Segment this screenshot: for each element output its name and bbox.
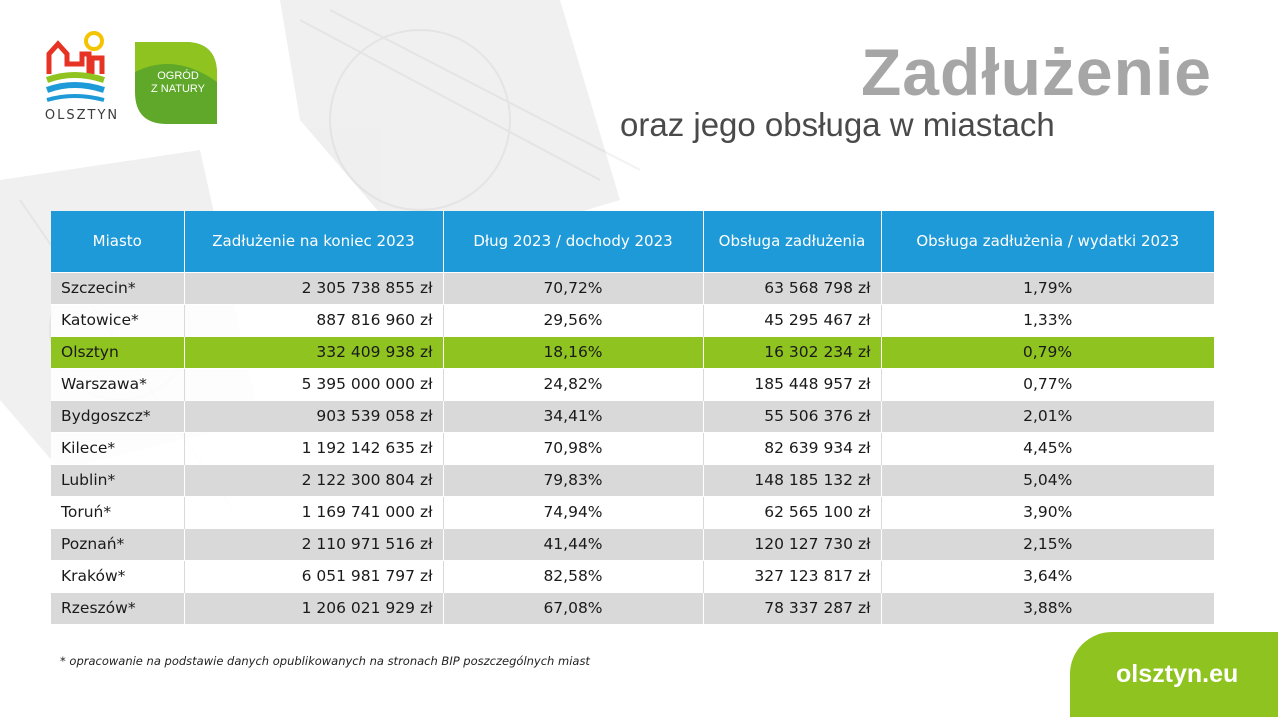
cell-service-ratio: 2,01% xyxy=(881,399,1214,432)
cell-debt-ratio: 82,58% xyxy=(443,559,704,592)
cell-debt-service: 62 565 100 zł xyxy=(703,495,882,528)
cell-city: Bydgoszcz* xyxy=(51,399,185,432)
cell-city: Kraków* xyxy=(51,559,185,592)
column-header-debt-ratio: Dług 2023 / dochody 2023 xyxy=(443,211,704,272)
cell-service-ratio: 5,04% xyxy=(881,463,1214,496)
table-row: Olsztyn 332 409 938 zł 18,16% 16 302 234 zł… xyxy=(51,335,1215,368)
site-badge: olsztyn.eu xyxy=(1070,632,1278,717)
cell-city: Olsztyn xyxy=(51,335,185,368)
cell-debt-service: 148 185 132 zł xyxy=(703,463,882,496)
cell-debt-service: 78 337 287 zł xyxy=(703,591,882,624)
cell-debt: 2 305 738 855 zł xyxy=(184,271,444,304)
table-row: Warszawa* 5 395 000 000 zł 24,82% 185 448 9… xyxy=(51,367,1214,400)
cell-debt: 6 051 981 797 zł xyxy=(184,559,444,592)
cell-debt: 2 122 300 804 zł xyxy=(184,463,444,496)
cell-service-ratio: 3,64% xyxy=(881,559,1214,592)
table-row: Katowice* 887 816 960 zł 29,56% 45 295 467 … xyxy=(51,303,1214,336)
cell-debt: 887 816 960 zł xyxy=(184,303,444,336)
cell-city: Warszawa* xyxy=(51,367,185,400)
page-title: Zadłużenie xyxy=(860,35,1212,109)
page-subtitle: oraz jego obsługa w miastach xyxy=(620,106,1055,143)
table-row: Lublin* 2 122 300 804 zł 79,83% 148 185 132… xyxy=(51,463,1214,496)
cell-debt-ratio: 29,56% xyxy=(443,303,704,336)
table-row: Poznań* 2 110 971 516 zł 41,44% 120 127 730… xyxy=(51,527,1214,560)
cell-city: Rzeszów* xyxy=(51,591,185,624)
table-row: Kraków* 6 051 981 797 zł 82,58% 327 123 817… xyxy=(51,559,1214,592)
cell-debt-service: 45 295 467 zł xyxy=(703,303,882,336)
column-header-debt: Zadłużenie na koniec 2023 xyxy=(184,211,444,272)
table-row: Kilece* 1 192 142 635 zł 70,98% 82 639 934 … xyxy=(51,431,1214,464)
cell-debt-service: 63 568 798 zł xyxy=(703,271,882,304)
column-header-city: Miasto xyxy=(51,211,185,272)
cell-city: Szczecin* xyxy=(51,271,185,304)
cell-service-ratio: 1,79% xyxy=(881,271,1214,304)
cell-debt-ratio: 67,08% xyxy=(443,591,704,624)
cell-debt-ratio: 70,72% xyxy=(443,271,704,304)
cell-service-ratio: 2,15% xyxy=(881,527,1214,560)
cell-debt: 1 206 021 929 zł xyxy=(184,591,444,624)
footnote: * opracowanie na podstawie danych opubli… xyxy=(60,654,590,668)
olsztyn-logo-text: OLSZTYN xyxy=(44,108,120,123)
cell-debt-service: 82 639 934 zł xyxy=(703,431,882,464)
table-body: Szczecin* 2 305 738 855 zł 70,72% 63 568 79… xyxy=(51,271,1215,624)
table-row: Rzeszów* 1 206 021 929 zł 67,08% 78 337 287… xyxy=(51,591,1214,624)
cell-debt-service: 16 302 234 zł xyxy=(703,335,882,368)
cell-debt: 1 192 142 635 zł xyxy=(184,431,444,464)
cell-debt-service: 185 448 957 zł xyxy=(703,367,882,400)
cell-service-ratio: 3,90% xyxy=(881,495,1214,528)
leaf-icon xyxy=(135,42,217,124)
table-row: Toruń* 1 169 741 000 zł 74,94% 62 565 100 z… xyxy=(51,495,1214,528)
olsztyn-emblem-icon xyxy=(45,31,105,102)
cell-debt-service: 55 506 376 zł xyxy=(703,399,882,432)
cell-debt-service: 327 123 817 zł xyxy=(703,559,882,592)
cell-service-ratio: 3,88% xyxy=(881,591,1214,624)
olsztyn-logo: OLSZTYN xyxy=(44,30,120,130)
cell-debt: 2 110 971 516 zł xyxy=(184,527,444,560)
cell-city: Kilece* xyxy=(51,431,185,464)
cell-city: Katowice* xyxy=(51,303,185,336)
cell-debt-ratio: 18,16% xyxy=(443,335,704,368)
table-header-row: Miasto Zadłużenie na koniec 2023 Dług 20… xyxy=(51,211,1214,272)
cell-debt: 5 395 000 000 zł xyxy=(184,367,444,400)
cell-service-ratio: 0,79% xyxy=(881,335,1215,368)
ogrod-logo-text: OGRÓD Z NATURY xyxy=(151,70,205,95)
cell-service-ratio: 1,33% xyxy=(881,303,1214,336)
cell-debt-ratio: 24,82% xyxy=(443,367,704,400)
cell-city: Poznań* xyxy=(51,527,185,560)
cell-city: Lublin* xyxy=(51,463,185,496)
cell-debt-ratio: 41,44% xyxy=(443,527,704,560)
column-header-service-ratio: Obsługa zadłużenia / wydatki 2023 xyxy=(881,211,1214,272)
cell-debt: 903 539 058 zł xyxy=(184,399,444,432)
cell-service-ratio: 4,45% xyxy=(881,431,1214,464)
table-row: Szczecin* 2 305 738 855 zł 70,72% 63 568 79… xyxy=(51,271,1214,304)
cell-debt-ratio: 79,83% xyxy=(443,463,704,496)
cell-city: Toruń* xyxy=(51,495,185,528)
cell-debt: 332 409 938 zł xyxy=(184,335,444,368)
table-row: Bydgoszcz* 903 539 058 zł 34,41% 55 506 376… xyxy=(51,399,1214,432)
debt-table: Miasto Zadłużenie na koniec 2023 Dług 20… xyxy=(51,211,1215,624)
column-header-debt-service: Obsługa zadłużenia xyxy=(703,211,882,272)
cell-debt-ratio: 74,94% xyxy=(443,495,704,528)
site-url: olsztyn.eu xyxy=(1116,660,1239,688)
cell-debt-ratio: 70,98% xyxy=(443,431,704,464)
cell-service-ratio: 0,77% xyxy=(881,367,1214,400)
cell-debt-service: 120 127 730 zł xyxy=(703,527,882,560)
cell-debt: 1 169 741 000 zł xyxy=(184,495,444,528)
ogrod-z-natury-logo: OGRÓD Z NATURY xyxy=(135,42,217,124)
cell-debt-ratio: 34,41% xyxy=(443,399,704,432)
